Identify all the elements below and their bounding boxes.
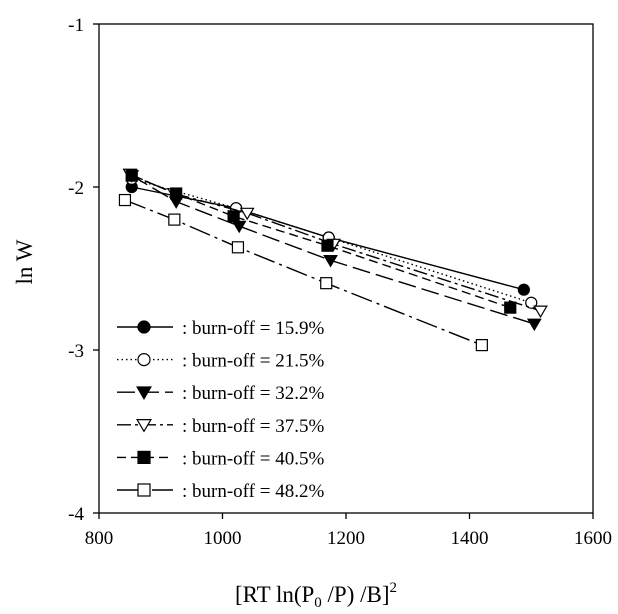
series-layer xyxy=(118,168,548,352)
series-line xyxy=(131,174,535,325)
legend-marker xyxy=(137,450,151,464)
data-point xyxy=(170,187,183,200)
y-tick-label: -2 xyxy=(68,178,84,199)
legend-marker xyxy=(137,353,151,367)
x-tick-label: 800 xyxy=(85,528,114,549)
data-point xyxy=(533,305,548,319)
legend-label: : burn-off = 40.5% xyxy=(182,448,324,469)
y-tick-label: -1 xyxy=(68,15,84,36)
x-axis-title-pre: [RT ln(P xyxy=(235,582,314,607)
legend-entry: : burn-off = 37.5% xyxy=(117,416,324,437)
data-point xyxy=(231,241,245,254)
legend-label: : burn-off = 21.5% xyxy=(182,351,324,372)
x-tick-label: 1400 xyxy=(451,528,489,549)
data-point xyxy=(504,301,517,314)
data-point xyxy=(526,318,542,332)
data-point xyxy=(227,210,240,223)
legend: : burn-off = 15.9% : burn-off = 21.5% : bu… xyxy=(117,318,324,502)
legend-marker xyxy=(136,386,152,400)
legend-entry: : burn-off = 32.2% xyxy=(117,383,324,404)
legend-label: : burn-off = 37.5% xyxy=(182,416,324,437)
x-tick-label: 1000 xyxy=(204,528,242,549)
data-point xyxy=(125,169,138,182)
series-5 xyxy=(125,169,517,314)
x-tick-label: 1200 xyxy=(327,528,365,549)
series-line xyxy=(131,186,525,291)
legend-entry: : burn-off = 15.9% xyxy=(117,318,324,339)
data-point xyxy=(239,207,255,221)
y-tick-label: -4 xyxy=(68,504,84,525)
series-line xyxy=(131,174,511,309)
series-6 xyxy=(118,193,488,352)
legend-entry: : burn-off = 40.5% xyxy=(117,448,324,469)
series-line xyxy=(131,178,532,304)
legend-label: : burn-off = 32.2% xyxy=(182,383,324,404)
legend-label: : burn-off = 15.9% xyxy=(182,318,324,339)
x-axis-title-sub: 0 xyxy=(314,595,322,611)
series-4 xyxy=(122,168,548,319)
data-point xyxy=(525,296,538,309)
data-point xyxy=(168,213,181,226)
y-tick-label: -3 xyxy=(68,341,84,362)
data-point xyxy=(118,193,132,207)
legend-label: : burn-off = 48.2% xyxy=(182,481,324,502)
data-point xyxy=(517,283,530,296)
legend-marker xyxy=(137,320,151,334)
x-axis-title: [RT ln(P0 /P) /B]2 xyxy=(235,580,397,611)
legend-entry: : burn-off = 21.5% xyxy=(117,351,324,372)
x-axis-title-sup: 2 xyxy=(390,580,398,596)
legend-entry: : burn-off = 48.2% xyxy=(117,481,324,502)
x-axis-title-mid: /P) /B] xyxy=(322,582,390,607)
x-tick-label: 1600 xyxy=(574,528,612,549)
y-axis-title: ln W xyxy=(12,239,37,284)
data-point xyxy=(320,277,333,290)
plot-frame xyxy=(98,23,594,514)
data-point xyxy=(323,255,338,268)
plot-area: 800 1000 1200 1400 1600 -4 -3 -2 -1 xyxy=(68,15,612,549)
legend-marker xyxy=(137,483,151,497)
data-point xyxy=(475,339,488,352)
legend-marker xyxy=(136,419,152,433)
data-point xyxy=(231,220,247,234)
data-point xyxy=(321,239,334,252)
